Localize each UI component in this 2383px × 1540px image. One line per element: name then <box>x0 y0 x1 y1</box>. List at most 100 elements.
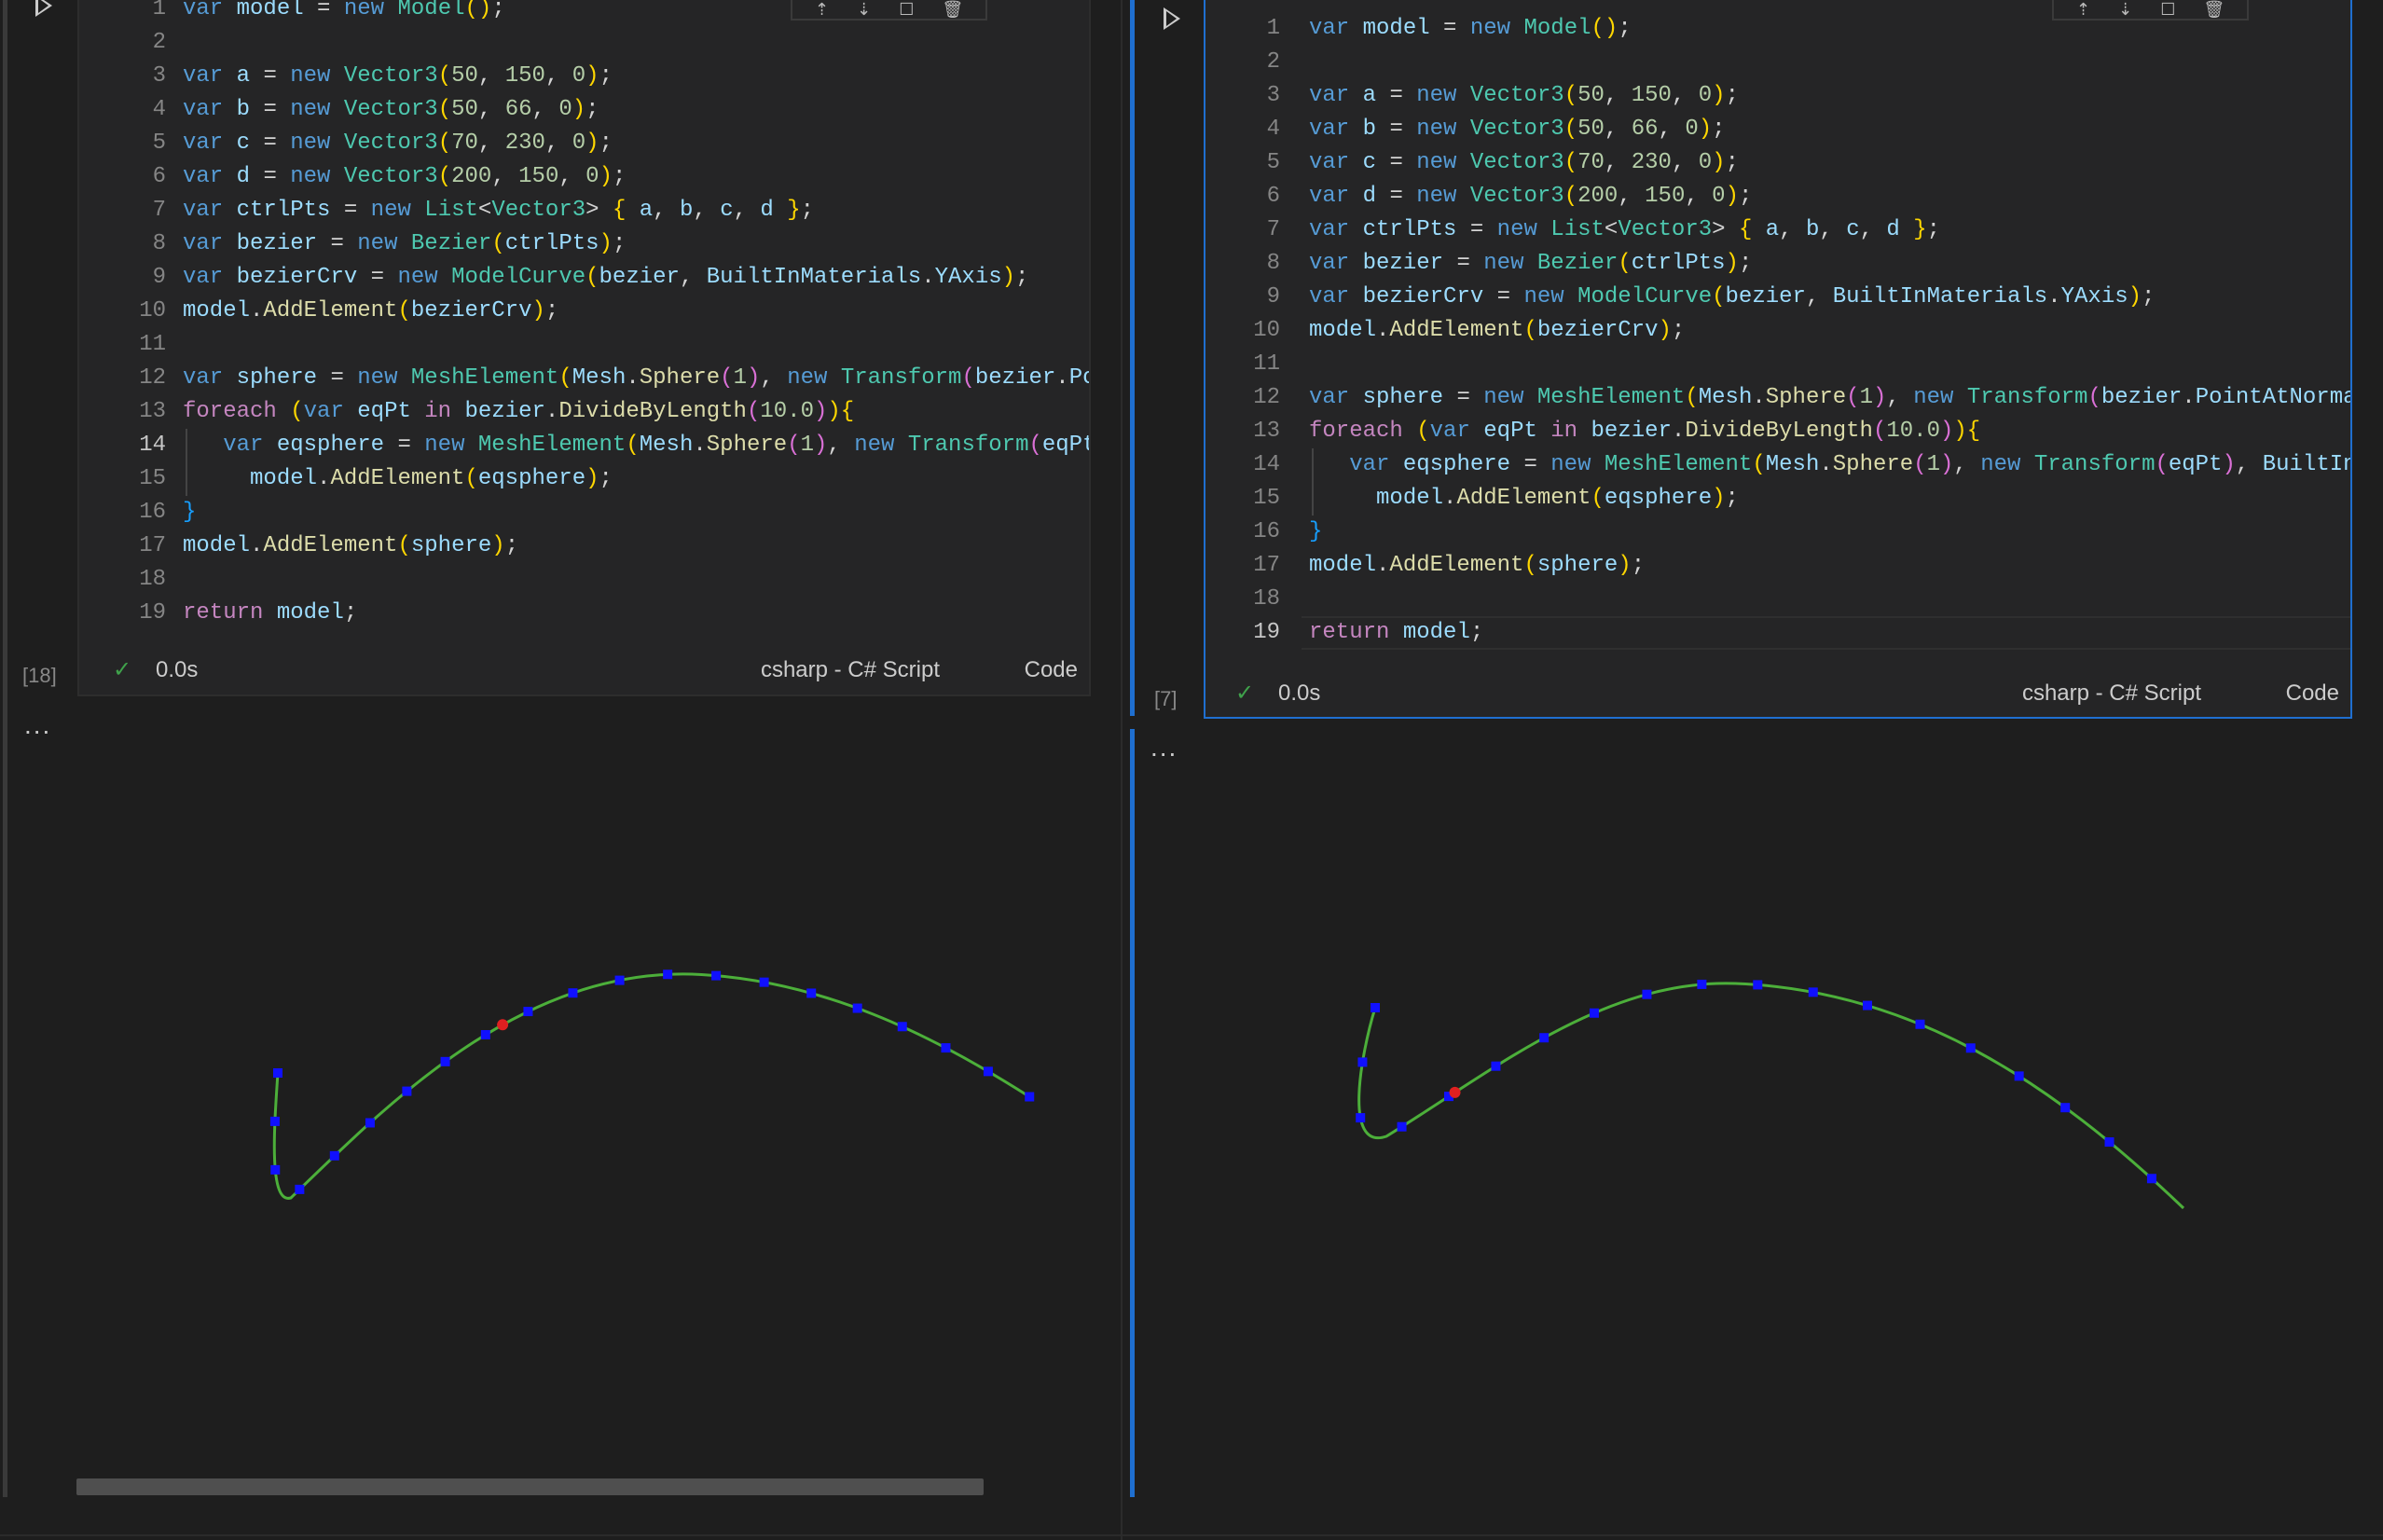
code-text: var d = new Vector3(200, 150, 0); <box>183 164 627 189</box>
execute-below-icon[interactable]: ⇣ <box>2118 0 2133 19</box>
code-text: var ctrlPts = new List<Vector3> { a, b, … <box>183 198 815 223</box>
language-picker[interactable]: csharp - C# Script <box>2021 681 2201 706</box>
cell-type[interactable]: Code <box>1024 657 1078 682</box>
code-line[interactable]: 5 var c = new Vector3(70, 230, 0); <box>79 127 1089 160</box>
code-line[interactable]: 10 model.AddElement(bezierCrv); <box>79 295 1089 328</box>
division-point <box>1965 1043 1976 1053</box>
division-point <box>440 1056 450 1066</box>
code-line[interactable]: 15 model.AddElement(eqsphere); <box>79 462 1089 496</box>
output-3d-view[interactable] <box>1123 0 2383 1540</box>
code-line[interactable]: 1 var model = new Model(); <box>79 0 1089 26</box>
run-cell-icon[interactable] <box>1164 7 1180 30</box>
code-line[interactable]: 2 <box>79 26 1089 60</box>
line-number: 12 <box>139 365 166 391</box>
division-point <box>269 1116 280 1126</box>
division-point <box>1371 1003 1380 1012</box>
code-cell-editor[interactable]: 1 var model = new Model(); 2 3 var a = new V… <box>1204 0 2352 719</box>
code-line[interactable]: 7 var ctrlPts = new List<Vector3> { a, b,… <box>79 194 1089 227</box>
execute-above-icon[interactable]: ⇡ <box>815 0 830 19</box>
code-text: return model; <box>183 600 358 626</box>
code-line[interactable]: 16} <box>1205 516 2350 549</box>
code-line[interactable]: 13 foreach (var eqPt in bezier.DivideByLe… <box>79 395 1089 429</box>
line-number: 16 <box>139 500 166 525</box>
horizontal-scrollbar[interactable] <box>76 1478 984 1495</box>
line-number: 19 <box>1253 620 1280 645</box>
division-point <box>1025 1092 1035 1102</box>
code-line[interactable]: 10 model.AddElement(bezierCrv); <box>1205 314 2350 348</box>
line-number: 14 <box>139 433 166 458</box>
code-line[interactable]: 8 var bezier = new Bezier(ctrlPts); <box>79 227 1089 261</box>
sphere-point <box>497 1019 509 1031</box>
line-number: 14 <box>1253 452 1280 477</box>
division-point <box>329 1150 339 1161</box>
execute-above-icon[interactable]: ⇡ <box>2076 0 2091 19</box>
code-line[interactable]: 15 model.AddElement(eqsphere); <box>1205 482 2350 516</box>
output-menu-button[interactable]: ... <box>24 710 52 739</box>
line-number: 4 <box>152 97 166 122</box>
split-cell-icon[interactable]: ☐ <box>899 0 915 19</box>
code-line[interactable]: 2 <box>1205 46 2350 79</box>
execute-below-icon[interactable]: ⇣ <box>857 0 872 19</box>
code-line[interactable]: 18 <box>79 563 1089 597</box>
code-line[interactable]: 9 var bezierCrv = new ModelCurve(bezier, … <box>79 261 1089 295</box>
code-line[interactable]: 12 var sphere = new MeshElement(Mesh.Sphe… <box>79 362 1089 395</box>
code-line[interactable]: 14 var eqsphere = new MeshElement(Mesh.S… <box>1205 448 2350 482</box>
code-line[interactable]: 3 var a = new Vector3(50, 150, 0); <box>79 60 1089 93</box>
language-picker[interactable]: csharp - C# Script <box>760 657 940 682</box>
code-line[interactable]: 17 model.AddElement(sphere); <box>79 529 1089 563</box>
code-text: foreach (var eqPt in bezier.DivideByLeng… <box>1309 419 1981 444</box>
code-text: var sphere = new MeshElement(Mesh.Sphere… <box>183 365 1089 391</box>
code-text: var bezierCrv = new ModelCurve(bezier, B… <box>1309 284 2156 309</box>
run-cell-icon[interactable] <box>35 0 52 17</box>
delete-icon[interactable]: 🗑 <box>2203 0 2225 19</box>
delete-icon[interactable]: 🗑 <box>942 0 964 19</box>
code-line[interactable]: 7 var ctrlPts = new List<Vector3> { a, b,… <box>1205 213 2350 247</box>
code-line[interactable]: 17 model.AddElement(sphere); <box>1205 549 2350 583</box>
cell-type[interactable]: Code <box>2285 681 2339 706</box>
code-line[interactable]: 19 return model; <box>79 597 1089 630</box>
code-line[interactable]: 3 var a = new Vector3(50, 150, 0); <box>1205 79 2350 113</box>
code-text: var c = new Vector3(70, 230, 0); <box>183 131 613 156</box>
code-line[interactable]: 12 var sphere = new MeshElement(Mesh.Sphe… <box>1205 381 2350 415</box>
code-line[interactable]: 6 var d = new Vector3(200, 150, 0); <box>1205 180 2350 213</box>
output-3d-view[interactable] <box>0 0 1121 1540</box>
division-point <box>2104 1137 2114 1148</box>
code-line[interactable]: 6 var d = new Vector3(200, 150, 0); <box>79 160 1089 194</box>
code-line[interactable]: 13 foreach (var eqPt in bezier.DivideByLe… <box>1205 415 2350 448</box>
line-number: 5 <box>1266 150 1280 175</box>
cell-focus-bar <box>3 0 7 1497</box>
code-text: var a = new Vector3(50, 150, 0); <box>1309 83 1739 108</box>
code-line[interactable]: 14 var eqsphere = new MeshElement(Mesh.S… <box>79 429 1089 462</box>
pane-divider[interactable] <box>1121 0 1123 1540</box>
code-line[interactable]: 4 var b = new Vector3(50, 66, 0); <box>79 93 1089 127</box>
code-line[interactable]: 11 <box>79 328 1089 362</box>
code-line[interactable]: 1 var model = new Model(); <box>1205 12 2350 46</box>
code-text: model.AddElement(eqsphere); <box>250 466 613 491</box>
code-line[interactable]: 19 return model; <box>1205 616 2350 650</box>
code-line[interactable]: 16} <box>79 496 1089 529</box>
check-icon: ✓ <box>1235 681 1255 706</box>
division-point <box>711 970 722 981</box>
division-point <box>759 977 769 987</box>
sphere-point <box>1449 1086 1461 1098</box>
line-number: 18 <box>139 567 166 592</box>
code-line[interactable]: 5 var c = new Vector3(70, 230, 0); <box>1205 146 2350 180</box>
output-menu-button[interactable]: ... <box>1150 733 1178 762</box>
bezier-curve <box>272 972 1031 1200</box>
code-text: var eqsphere = new MeshElement(Mesh.Sphe… <box>1349 452 2352 477</box>
line-number: 8 <box>1266 251 1280 276</box>
line-number: 17 <box>139 533 166 558</box>
line-number: 5 <box>152 131 166 156</box>
code-cell-editor[interactable]: 1 var model = new Model(); 2 3 var a = new V… <box>77 0 1091 696</box>
code-text: var a = new Vector3(50, 150, 0); <box>183 63 613 89</box>
code-line[interactable]: 11 <box>1205 348 2350 381</box>
split-cell-icon[interactable]: ☐ <box>2160 0 2176 19</box>
duration: 0.0s <box>156 657 199 682</box>
code-line[interactable]: 4 var b = new Vector3(50, 66, 0); <box>1205 113 2350 146</box>
division-point <box>270 1164 281 1175</box>
code-line[interactable]: 9 var bezierCrv = new ModelCurve(bezier, … <box>1205 281 2350 314</box>
code-text: return model; <box>1309 620 1484 645</box>
code-line[interactable]: 8 var bezier = new Bezier(ctrlPts); <box>1205 247 2350 281</box>
line-number: 15 <box>1253 486 1280 511</box>
code-line[interactable]: 18 <box>1205 583 2350 616</box>
